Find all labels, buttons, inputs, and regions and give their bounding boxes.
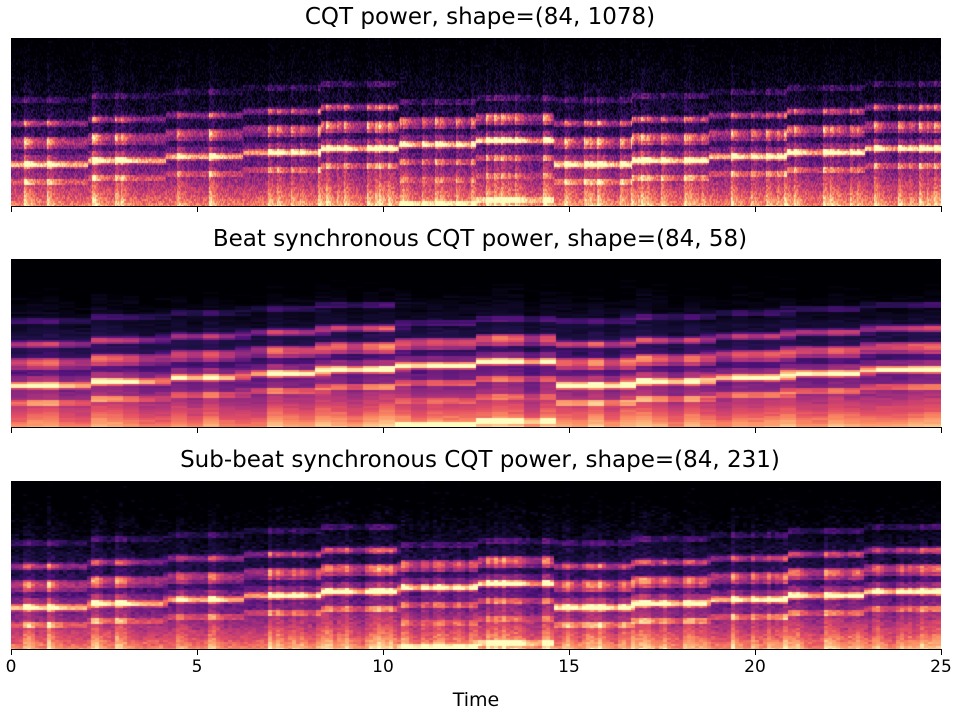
x-axis-spine bbox=[11, 206, 941, 207]
x-tick bbox=[197, 649, 198, 655]
x-tick bbox=[755, 206, 756, 212]
x-tick bbox=[383, 427, 384, 433]
beat-sync-heatmap bbox=[11, 259, 941, 427]
panel-1-title: CQT power, shape=(84, 1078) bbox=[304, 4, 656, 30]
x-tick-label: 10 bbox=[372, 657, 394, 677]
cqt-power-canvas bbox=[11, 38, 941, 206]
x-axis-spine bbox=[11, 649, 941, 650]
x-axis-label: Time bbox=[452, 689, 500, 711]
x-tick bbox=[941, 427, 942, 433]
x-tick bbox=[11, 427, 12, 433]
x-tick bbox=[569, 649, 570, 655]
subbeat-sync-heatmap bbox=[11, 481, 941, 649]
x-tick bbox=[383, 206, 384, 212]
x-tick bbox=[11, 206, 12, 212]
x-axis-spine bbox=[11, 427, 941, 428]
beat-sync-canvas bbox=[11, 259, 941, 427]
panel-2-title: Beat synchronous CQT power, shape=(84, 5… bbox=[212, 226, 748, 252]
x-tick bbox=[941, 206, 942, 212]
x-tick bbox=[569, 427, 570, 433]
x-tick-label: 25 bbox=[930, 657, 952, 677]
x-tick bbox=[569, 206, 570, 212]
x-tick-label: 15 bbox=[558, 657, 580, 677]
subbeat-sync-canvas bbox=[11, 481, 941, 649]
x-tick bbox=[383, 649, 384, 655]
x-tick bbox=[755, 649, 756, 655]
x-tick bbox=[755, 427, 756, 433]
panel-3-title: Sub-beat synchronous CQT power, shape=(8… bbox=[180, 447, 780, 473]
cqt-power-heatmap bbox=[11, 38, 941, 206]
x-tick-label: 0 bbox=[5, 657, 17, 677]
x-tick bbox=[197, 427, 198, 433]
x-tick bbox=[941, 649, 942, 655]
x-tick-label: 20 bbox=[744, 657, 766, 677]
x-tick bbox=[197, 206, 198, 212]
x-tick-label: 5 bbox=[191, 657, 203, 677]
x-tick bbox=[11, 649, 12, 655]
